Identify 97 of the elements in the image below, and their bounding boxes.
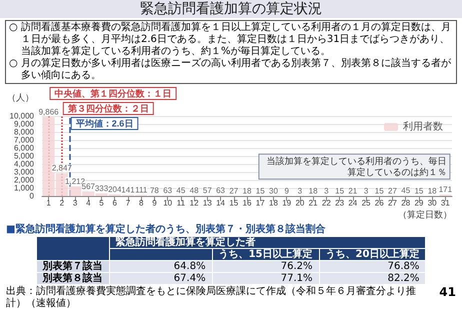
- data-label: 9,866: [38, 108, 60, 117]
- data-label: 21: [348, 186, 358, 196]
- data-label: 15: [256, 186, 266, 196]
- y-tick-label: 8,000: [14, 128, 35, 136]
- y-tick-label: 0: [30, 192, 35, 200]
- text: 77.1%: [280, 273, 312, 284]
- x-tick-label: 7: [126, 198, 131, 208]
- y-tick-label: 10,000: [10, 112, 35, 120]
- y-tick-label: 3,000: [14, 168, 35, 176]
- text: ■緊急訪問看護加算を算定した者のうち、別表第７・別表第８該当割合: [6, 224, 326, 236]
- x-tick-label: 19: [282, 198, 292, 208]
- x-tick-label: 31: [440, 198, 450, 208]
- category-label: 緊急訪問看護加算を算定した者: [109, 236, 426, 248]
- chart-title: 緊急訪問看護加算の算定状況: [0, 0, 462, 18]
- data-label: 1,212: [65, 176, 86, 186]
- data-label: 204: [108, 184, 122, 194]
- x-tick-label: 21: [308, 198, 318, 208]
- x-tick-label: 13: [202, 198, 212, 208]
- y-tick-label: 7,000: [14, 136, 35, 144]
- ref-line-label: 第３四分位数：２日: [66, 104, 149, 114]
- ref-line-label: 平均値：2.6日: [74, 118, 134, 128]
- text: 76.8%: [388, 261, 420, 272]
- data-label: 171: [438, 185, 453, 194]
- text: 41: [439, 285, 456, 299]
- data-label: 63: [163, 186, 173, 195]
- data-label: 141: [121, 185, 136, 194]
- y-tick-label: 5,000: [14, 152, 35, 160]
- data-label: 45: [401, 186, 411, 196]
- data-label: 57: [202, 186, 212, 196]
- data-label: 9: [284, 186, 290, 196]
- x-tick-label: 10: [163, 198, 173, 208]
- text: 64.8%: [174, 261, 206, 272]
- category-label: 別表第７該当: [42, 261, 103, 272]
- x-tick-label: 17: [256, 198, 266, 208]
- text: 82.2%: [388, 273, 420, 284]
- data-label: 15: [414, 186, 424, 196]
- x-tick-label: 8: [138, 198, 144, 208]
- ref-line-label: 中央値、第１四分位数：１日: [54, 88, 172, 98]
- x-tick-label: 1: [46, 198, 52, 208]
- x-tick-label: 18: [269, 198, 278, 208]
- y-tick-label: 1,000: [14, 184, 35, 192]
- x-tick-label: 20: [295, 198, 305, 208]
- x-tick-label: 14: [216, 198, 226, 208]
- data-label: 2,847: [52, 164, 72, 173]
- x-tick-label: 3: [72, 198, 78, 208]
- x-tick-label: 28: [401, 198, 411, 208]
- annotation: 当該加算を算定している利用者のうち、毎日算定しているのは約１％: [266, 156, 446, 178]
- y-tick-label: 6,000: [14, 144, 35, 152]
- data-label: 3: [364, 186, 369, 196]
- x-tick-label: 11: [176, 198, 186, 208]
- data-label: 3: [324, 186, 330, 196]
- data-label: 3: [298, 186, 303, 196]
- data-label: 567: [82, 182, 96, 191]
- category-label: 別表第８該当: [42, 273, 103, 284]
- x-tick-label: 2: [60, 198, 65, 208]
- x-tick-label: 26: [374, 198, 384, 208]
- y-tick-label: 2,000: [14, 176, 35, 184]
- text: 67.4%: [174, 273, 206, 284]
- x-tick-label: 4: [86, 198, 92, 208]
- y-tick-label: 4,000: [14, 160, 35, 168]
- x-tick-label: 25: [362, 198, 372, 208]
- y-axis-title: （人）: [7, 92, 34, 102]
- data-label: 15: [335, 186, 345, 196]
- x-tick-label: 6: [112, 198, 118, 208]
- data-label: 45: [176, 186, 186, 196]
- data-label: 27: [388, 186, 398, 196]
- category-label: うち、15日以上算定: [212, 248, 319, 260]
- x-tick-label: 30: [428, 198, 438, 208]
- data-label: 30: [269, 186, 278, 196]
- data-label: 18: [428, 186, 438, 196]
- data-label: 15: [374, 186, 384, 196]
- x-tick-label: 29: [414, 198, 424, 208]
- x-tick-label: 27: [388, 198, 398, 208]
- x-tick-label: 12: [190, 198, 200, 208]
- data-label: 27: [229, 186, 239, 196]
- y-tick-label: 9,000: [14, 120, 35, 128]
- x-tick-label: 9: [152, 198, 158, 208]
- x-tick-label: 15: [229, 198, 239, 208]
- data-label: 48: [190, 186, 200, 196]
- data-label: 18: [242, 186, 252, 196]
- data-label: 333: [94, 184, 109, 193]
- data-label: 63: [216, 186, 226, 195]
- text: ○ 月の算定日数が多い利用者は医療ニーズの高い利用者である別表第７、別表第８に該当する者が多い傾向にある。: [9, 58, 452, 82]
- data-label: 111: [135, 186, 148, 195]
- x-tick-label: 5: [99, 198, 104, 208]
- x-tick-label: 22: [322, 198, 332, 208]
- source-note: 出典：訪問看護療養費実態調査をもとに保険局医療課にて作成（令和５年６月審査分より推計）（速報値）: [6, 286, 417, 310]
- legend-label: 利用者数: [403, 120, 443, 132]
- data-label: 18: [308, 186, 318, 196]
- x-tick-label: 16: [242, 198, 252, 208]
- x-tick-label: 24: [348, 198, 358, 208]
- text: ○ 訪問看護基本療養費の緊急訪問看護加算を１日以上算定している利用者の１月の算定日数は、月１日が最も多く、月平均は2.6日である。また、算定日数は１日から31日までばらつきがあり、当該加算を算定している利用者のうち、約１%が毎日算定している。: [9, 22, 452, 58]
- category-label: うち、20日以上算定: [319, 248, 426, 260]
- x-tick-label: 23: [335, 198, 345, 208]
- text: 76.2%: [280, 261, 312, 272]
- x-axis-title: （算定日数）: [398, 210, 452, 220]
- data-label: 78: [150, 186, 160, 195]
